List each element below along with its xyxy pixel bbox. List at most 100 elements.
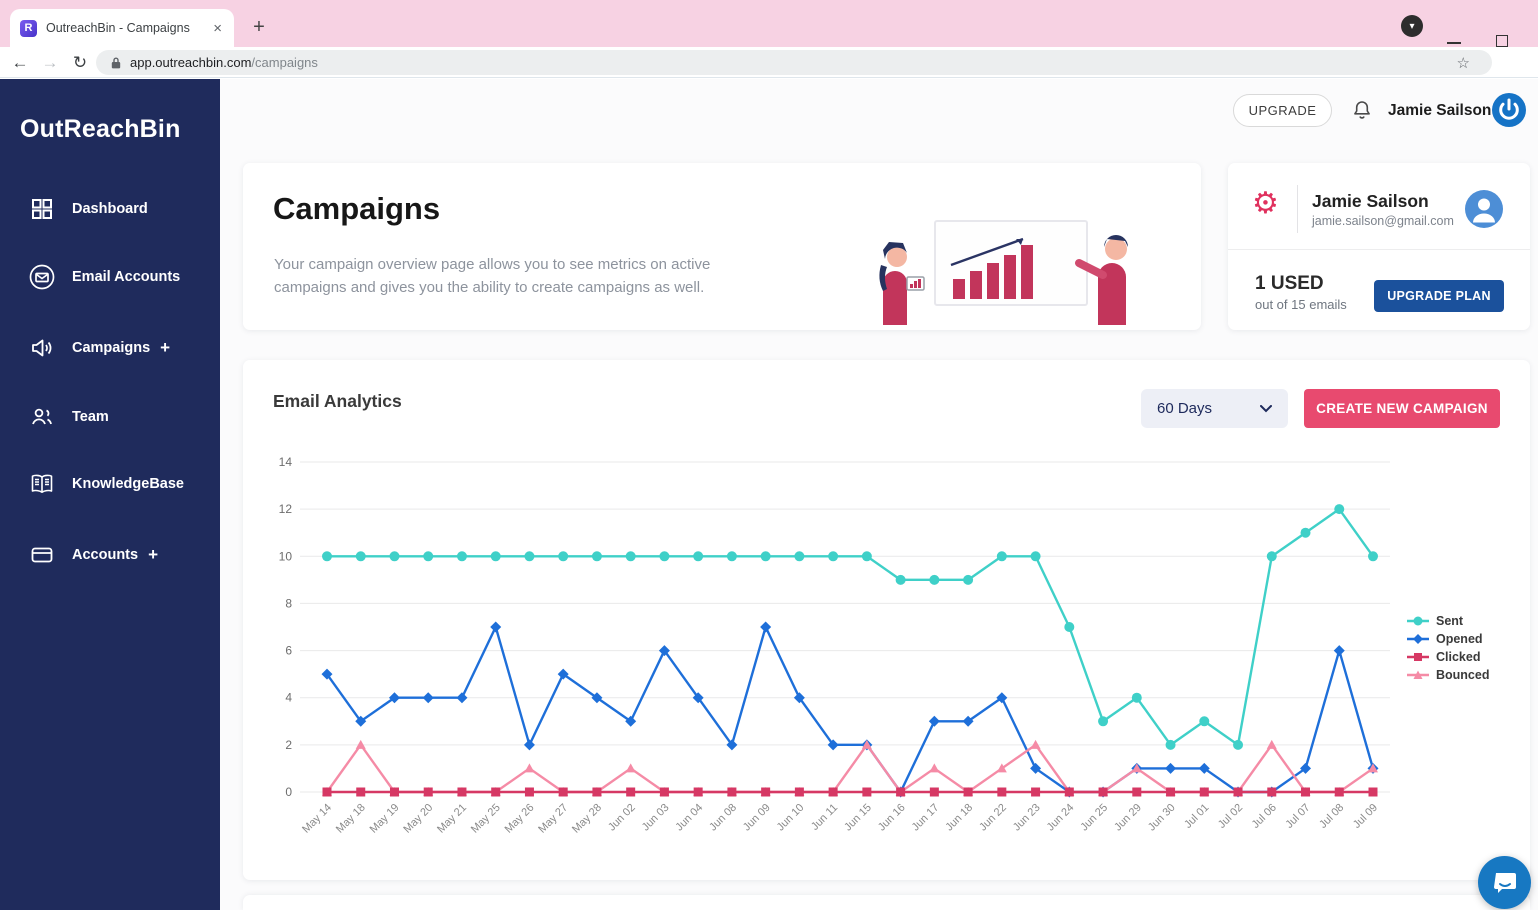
data-point-clicked[interactable] <box>491 787 501 797</box>
data-point-opened[interactable] <box>1333 645 1345 657</box>
data-point-sent[interactable] <box>423 551 434 562</box>
data-point-sent[interactable] <box>1334 504 1345 515</box>
data-point-clicked[interactable] <box>356 787 366 797</box>
data-point-opened[interactable] <box>658 645 670 657</box>
data-point-sent[interactable] <box>524 551 535 562</box>
browser-media-menu-icon[interactable]: ▾ <box>1401 15 1423 37</box>
data-point-sent[interactable] <box>693 551 704 562</box>
data-point-sent[interactable] <box>1300 527 1311 538</box>
sidebar-item-dashboard[interactable]: Dashboard <box>0 189 220 229</box>
data-point-opened[interactable] <box>355 715 367 727</box>
data-point-bounced[interactable] <box>1266 739 1277 749</box>
address-bar[interactable]: app.outreachbin.com/campaigns ☆ <box>96 50 1492 75</box>
data-point-bounced[interactable] <box>625 763 636 773</box>
data-point-sent[interactable] <box>1098 716 1109 727</box>
data-point-clicked[interactable] <box>1301 787 1311 797</box>
data-point-sent[interactable] <box>625 551 636 562</box>
legend-item-clicked[interactable]: Clicked <box>1406 648 1489 666</box>
data-point-clicked[interactable] <box>997 787 1007 797</box>
data-point-clicked[interactable] <box>1199 787 1209 797</box>
data-point-opened[interactable] <box>1198 762 1210 774</box>
data-point-bounced[interactable] <box>355 739 366 749</box>
outreachbin-logo[interactable]: OutReachBin <box>20 115 181 143</box>
legend-item-sent[interactable]: Sent <box>1406 612 1489 630</box>
data-point-sent[interactable] <box>355 551 366 562</box>
data-point-opened[interactable] <box>1165 762 1177 774</box>
data-point-sent[interactable] <box>1266 551 1277 562</box>
data-point-clicked[interactable] <box>626 787 636 797</box>
reload-button[interactable]: ↻ <box>72 52 88 72</box>
data-point-bounced[interactable] <box>1131 763 1142 773</box>
sidebar-item-email-accounts[interactable]: Email Accounts <box>0 257 220 297</box>
data-point-sent[interactable] <box>861 551 872 562</box>
data-point-sent[interactable] <box>1368 551 1378 562</box>
data-point-bounced[interactable] <box>861 739 872 749</box>
data-point-opened[interactable] <box>996 692 1008 704</box>
forward-button[interactable]: → <box>41 52 59 72</box>
data-point-clicked[interactable] <box>896 787 906 797</box>
data-point-sent[interactable] <box>794 551 805 562</box>
data-point-clicked[interactable] <box>1368 787 1378 797</box>
plus-icon[interactable]: + <box>148 545 159 564</box>
sidebar-item-campaigns[interactable]: Campaigns + <box>0 328 220 368</box>
data-point-clicked[interactable] <box>592 787 602 797</box>
data-point-bounced[interactable] <box>929 763 940 773</box>
bookmark-star-icon[interactable]: ☆ <box>1456 54 1470 72</box>
date-range-select[interactable]: 60 Days <box>1141 389 1288 428</box>
data-point-opened[interactable] <box>557 668 569 680</box>
data-point-sent[interactable] <box>558 551 569 562</box>
data-point-opened[interactable] <box>388 692 400 704</box>
data-point-clicked[interactable] <box>828 787 838 797</box>
data-point-opened[interactable] <box>726 739 738 751</box>
data-point-sent[interactable] <box>726 551 737 562</box>
data-point-sent[interactable] <box>828 551 839 562</box>
data-point-sent[interactable] <box>895 574 906 585</box>
window-minimize-button[interactable] <box>1447 42 1461 44</box>
data-point-clicked[interactable] <box>659 787 669 797</box>
data-point-clicked[interactable] <box>963 787 973 797</box>
data-point-clicked[interactable] <box>1334 787 1344 797</box>
data-point-opened[interactable] <box>760 621 772 633</box>
settings-gear-icon[interactable]: ⚙ <box>1252 187 1279 220</box>
data-point-clicked[interactable] <box>693 787 703 797</box>
data-point-sent[interactable] <box>1064 622 1075 632</box>
data-point-opened[interactable] <box>793 692 805 704</box>
data-point-opened[interactable] <box>928 715 940 727</box>
data-point-opened[interactable] <box>456 692 468 704</box>
data-point-clicked[interactable] <box>727 787 737 797</box>
data-point-opened[interactable] <box>1300 762 1312 774</box>
data-point-sent[interactable] <box>591 551 602 562</box>
tab-close-icon[interactable]: × <box>213 19 222 37</box>
data-point-sent[interactable] <box>659 551 670 562</box>
data-point-sent[interactable] <box>760 551 771 562</box>
data-point-clicked[interactable] <box>457 787 467 797</box>
data-point-opened[interactable] <box>591 692 603 704</box>
data-point-opened[interactable] <box>490 621 502 633</box>
data-point-clicked[interactable] <box>1132 787 1142 797</box>
notification-bell-icon[interactable] <box>1350 98 1374 127</box>
legend-item-bounced[interactable]: Bounced <box>1406 666 1489 684</box>
data-point-sent[interactable] <box>1199 716 1210 727</box>
data-point-bounced[interactable] <box>1368 763 1378 773</box>
data-point-clicked[interactable] <box>862 787 872 797</box>
data-point-clicked[interactable] <box>524 787 534 797</box>
upgrade-plan-button[interactable]: UPGRADE PLAN <box>1374 280 1504 312</box>
data-point-sent[interactable] <box>929 574 940 585</box>
data-point-sent[interactable] <box>490 551 501 562</box>
data-point-clicked[interactable] <box>1233 787 1243 797</box>
data-point-clicked[interactable] <box>1267 787 1277 797</box>
data-point-sent[interactable] <box>1131 692 1142 703</box>
data-point-opened[interactable] <box>1030 762 1042 774</box>
data-point-opened[interactable] <box>692 692 704 704</box>
data-point-sent[interactable] <box>389 551 400 562</box>
back-button[interactable]: ← <box>11 52 29 72</box>
data-point-clicked[interactable] <box>761 787 771 797</box>
data-point-clicked[interactable] <box>794 787 804 797</box>
sidebar-item-accounts[interactable]: Accounts + <box>0 535 220 575</box>
data-point-bounced[interactable] <box>996 763 1007 773</box>
legend-item-opened[interactable]: Opened <box>1406 630 1489 648</box>
upgrade-button[interactable]: UPGRADE <box>1233 94 1332 127</box>
data-point-sent[interactable] <box>322 551 332 562</box>
browser-tab[interactable]: R OutreachBin - Campaigns × <box>10 9 234 47</box>
sidebar-item-knowledgebase[interactable]: KnowledgeBase <box>0 464 220 504</box>
